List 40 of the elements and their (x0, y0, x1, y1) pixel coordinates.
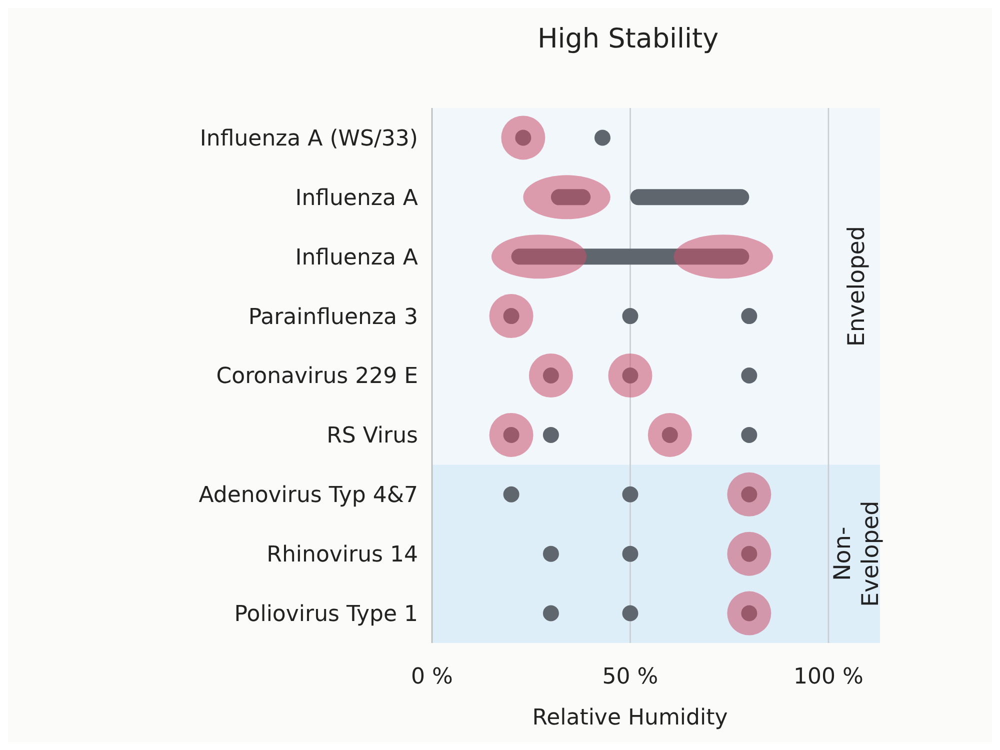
y-tick-label: Parainfluenza 3 (248, 304, 418, 330)
y-tick-label: Rhinovirus 14 (266, 542, 418, 568)
point (741, 308, 758, 324)
chart-title: High Stability (537, 23, 719, 54)
y-tick-label: Adenovirus Typ 4&7 (198, 483, 418, 508)
point (622, 605, 638, 622)
y-tick-label: Influenza A (WS/33) (200, 126, 418, 152)
bar (511, 248, 750, 265)
band-label: Non- Eveloped (830, 500, 884, 607)
y-tick-label: RS Virus (326, 424, 418, 449)
point (542, 546, 559, 562)
x-tick-label: 0 % (411, 664, 453, 690)
point (622, 308, 638, 324)
point (741, 426, 758, 443)
x-tick-label: 50 % (602, 664, 658, 690)
point (727, 591, 772, 636)
point (727, 472, 772, 516)
point (501, 116, 546, 160)
point (489, 412, 534, 457)
y-tick-label: Influenza A (295, 245, 418, 270)
point (594, 130, 610, 146)
x-axis-title: Relative Humidity (532, 706, 728, 731)
point (622, 486, 638, 502)
point (727, 532, 772, 576)
bar (630, 189, 750, 206)
point (608, 354, 652, 398)
point (503, 486, 520, 502)
y-tick-label: Influenza A (295, 186, 418, 211)
point (542, 605, 559, 622)
x-tick-label: 100 % (794, 664, 864, 690)
point (648, 412, 692, 457)
point (528, 354, 573, 398)
point (542, 426, 559, 443)
y-tick-label: Poliovirus Type 1 (234, 602, 418, 627)
y-tick-label: Coronavirus 229 E (216, 364, 418, 390)
point (741, 368, 758, 384)
point (489, 294, 534, 338)
band-label: Enveloped (844, 226, 870, 347)
bar (550, 189, 591, 206)
point (622, 546, 638, 562)
